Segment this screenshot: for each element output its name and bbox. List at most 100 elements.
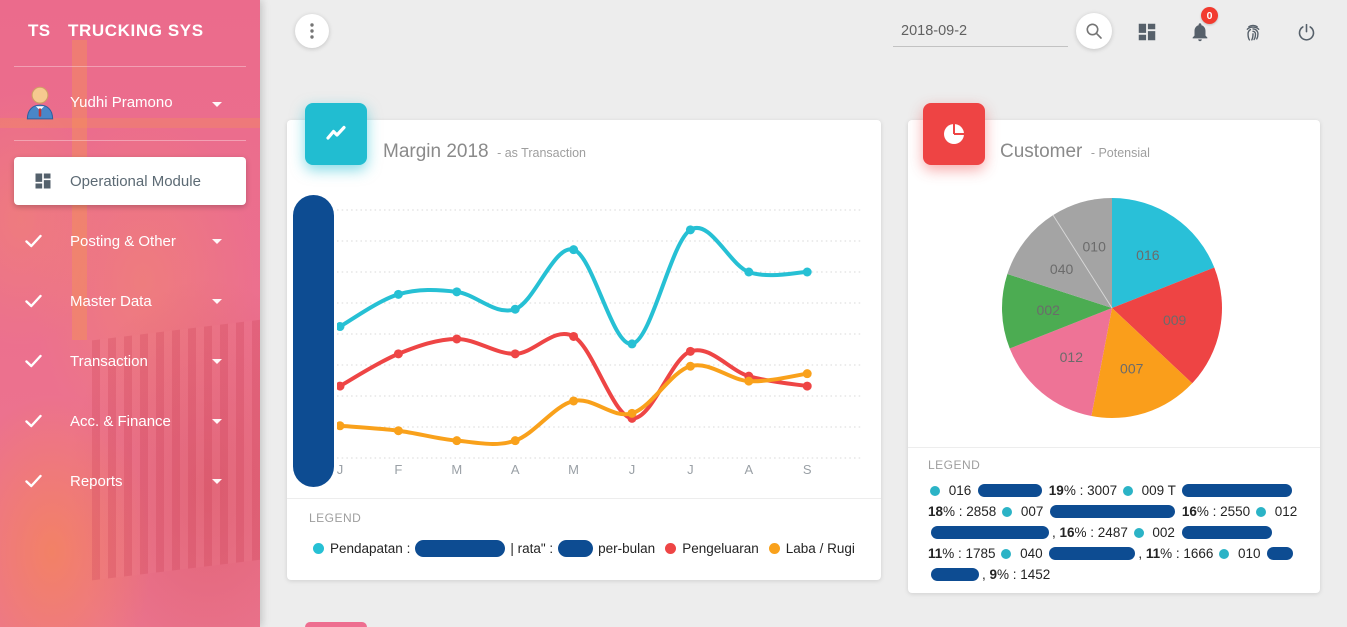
pengeluaran-dot	[665, 543, 677, 554]
pie-slice-010	[1053, 198, 1112, 308]
x-axis-label: J	[687, 462, 694, 477]
legend-heading: LEGEND	[309, 511, 362, 525]
customer-card-title: Customer	[1000, 141, 1083, 162]
margin-card-subtitle: - as Transaction	[497, 146, 587, 160]
legend-percent: 16	[1059, 525, 1075, 540]
app-logo-short: TS	[28, 21, 51, 40]
sidebar-item-label: Master Data	[70, 293, 152, 310]
caret-down-icon	[212, 299, 222, 304]
main-content: 0 Margin 2018 - as Tra	[260, 0, 1347, 627]
sidebar-item-label: Transaction	[70, 353, 148, 370]
caret-down-icon	[212, 359, 222, 364]
data-point	[337, 322, 345, 332]
margin-legend-section: LEGEND Pendapatan : | rata" : per-bulan …	[287, 498, 881, 580]
data-point	[569, 331, 579, 341]
data-point	[337, 421, 345, 431]
legend-heading: LEGEND	[928, 458, 981, 472]
data-point	[510, 304, 520, 314]
pie-slice-007	[1091, 308, 1193, 418]
sidebar-item-posting-other[interactable]: Posting & Other	[0, 211, 260, 271]
redacted-customer-name	[931, 568, 979, 581]
redacted-value	[558, 540, 594, 557]
data-point	[685, 346, 695, 356]
legend-percent: 9	[989, 567, 998, 582]
redacted-customer-name	[1049, 547, 1136, 560]
margin-legend-row: Pendapatan : | rata" : per-bulan Pengelu…	[309, 540, 859, 557]
customer-card: Customer - Potensial 016 009 007 012 002 040 0…	[908, 120, 1320, 593]
data-point	[452, 287, 462, 297]
data-point	[393, 426, 403, 436]
power-icon	[1298, 23, 1314, 41]
app-title: TRUCKING SYS	[68, 21, 204, 40]
fingerprint-icon	[1246, 24, 1260, 41]
user-name: Yudhi Pramono	[70, 94, 173, 111]
check-icon	[25, 414, 42, 428]
bell-icon	[1192, 23, 1208, 42]
search-button[interactable]	[1076, 13, 1112, 49]
legend-percent: 19	[1048, 483, 1064, 498]
x-axis-label: J	[337, 462, 343, 477]
sidebar-item-reports[interactable]: Reports	[0, 451, 260, 511]
data-point	[744, 267, 754, 277]
sidebar-item-acc-finance[interactable]: Acc. & Finance	[0, 391, 260, 451]
notifications-button[interactable]	[1186, 18, 1214, 46]
redacted-customer-name	[1050, 505, 1176, 518]
laba-dot	[768, 543, 780, 554]
data-point	[802, 369, 812, 379]
pie-legend: 016 19% : 3007 009 T 18% : 2858 007 16% …	[928, 483, 1298, 582]
pie-slice-040	[1007, 215, 1112, 308]
laba-label: Laba / Rugi	[785, 541, 855, 556]
pengeluaran-label: Pengeluaran	[682, 541, 759, 556]
line-series-pengeluaran	[338, 332, 810, 421]
fingerprint-button[interactable]	[1239, 18, 1267, 46]
customer-card-subtitle: - Potensial	[1090, 146, 1150, 160]
data-point	[337, 381, 345, 391]
pie-slice-label: 010	[1083, 239, 1107, 255]
apps-button[interactable]	[1133, 18, 1161, 46]
pie-slice-016	[1112, 198, 1215, 308]
data-point	[744, 376, 754, 386]
user-menu[interactable]: Yudhi Pramono	[0, 78, 260, 130]
legend-dot	[930, 486, 940, 496]
check-icon	[25, 234, 42, 248]
sidebar-item-master-data[interactable]: Master Data	[0, 271, 260, 331]
legend-dot	[1219, 549, 1230, 559]
legend-dot	[1133, 528, 1144, 538]
legend-percent: 11	[1145, 546, 1161, 561]
menu-dots-icon	[310, 23, 314, 39]
notification-badge: 0	[1201, 7, 1218, 24]
sidebar: TS TRUCKING SYS Yudhi Pramono Operationa…	[0, 0, 260, 627]
customer-legend-section: LEGEND 016 19% : 3007 009 T 18% : 2858 0…	[908, 447, 1320, 593]
sidebar-item-label: Posting & Other	[70, 233, 176, 250]
pendapatan-label: Pendapatan :	[330, 541, 411, 556]
rata-label: | rata" :	[510, 541, 554, 556]
pie-slice-label: 012	[1060, 349, 1084, 365]
data-point	[627, 408, 637, 418]
sidebar-item-label: Operational Module	[70, 173, 201, 190]
x-axis-label: J	[629, 462, 636, 477]
menu-dots-button[interactable]	[295, 14, 329, 48]
pie-slice-002	[1002, 274, 1112, 349]
legend-dot	[1002, 507, 1013, 517]
customer-card-icon	[923, 103, 985, 165]
redacted-y-axis	[293, 195, 334, 487]
pie-slice-009	[1112, 267, 1222, 384]
x-axis-label: M	[451, 462, 462, 477]
pie-slice-divider	[1052, 214, 1113, 309]
pie-slice-label: 007	[1120, 361, 1144, 377]
legend-dot	[1001, 549, 1012, 559]
redacted-customer-name	[978, 484, 1043, 497]
sidebar-item-transaction[interactable]: Transaction	[0, 331, 260, 391]
sidebar-item-operational-module[interactable]: Operational Module	[14, 157, 246, 205]
caret-down-icon	[212, 239, 222, 244]
dashboard-icon	[35, 173, 51, 189]
margin-card-icon	[305, 103, 367, 165]
legend-percent: 16	[1181, 504, 1197, 519]
data-point	[802, 381, 812, 391]
caret-down-icon	[212, 479, 222, 484]
date-input[interactable]	[893, 21, 1068, 47]
power-button[interactable]	[1292, 18, 1320, 46]
data-point	[685, 225, 695, 235]
pie-slice-label: 016	[1136, 247, 1160, 263]
